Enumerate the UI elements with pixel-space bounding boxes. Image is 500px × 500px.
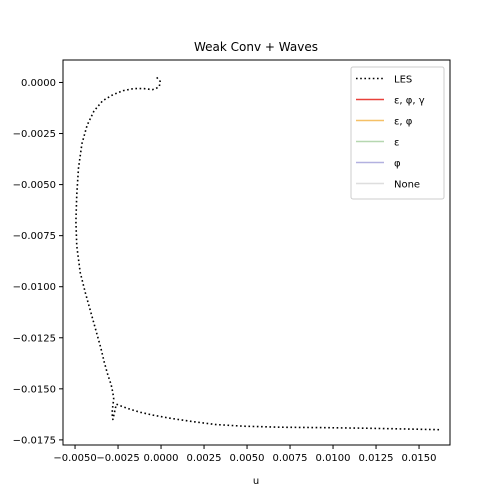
chart-title: Weak Conv + Waves bbox=[194, 40, 318, 54]
legend-entry: ε, φ bbox=[394, 117, 413, 128]
y-tick-label: −0.0075 bbox=[13, 231, 56, 242]
y-axis-ticks: 0.0000 −0.0025 −0.0050 −0.0075 −0.0100 −0.012… bbox=[13, 78, 63, 446]
x-tick-label: 0.0050 bbox=[230, 453, 265, 464]
legend-entry: ε, φ, γ bbox=[394, 96, 425, 107]
y-tick-label: −0.0125 bbox=[13, 333, 56, 344]
x-tick-label: 0.0150 bbox=[402, 453, 437, 464]
x-axis-label: u bbox=[253, 476, 259, 487]
legend-entry: ε bbox=[394, 138, 399, 149]
y-tick-label: −0.0100 bbox=[13, 282, 56, 293]
plot-area bbox=[62, 59, 451, 446]
y-tick-label: 0.0000 bbox=[21, 78, 56, 89]
legend-entry: None bbox=[394, 180, 420, 191]
x-tick-label: 0.0025 bbox=[187, 453, 222, 464]
y-tick-label: −0.0175 bbox=[13, 435, 56, 446]
legend: LES ε, φ, γ ε, φ εφ None bbox=[350, 66, 445, 200]
legend-entry: φ bbox=[394, 159, 401, 170]
y-tick-label: −0.0050 bbox=[13, 180, 56, 191]
x-tick-label: 0.0000 bbox=[144, 453, 179, 464]
x-tick-label: 0.0075 bbox=[273, 453, 308, 464]
x-tick-label: −0.0025 bbox=[96, 453, 139, 464]
axes-frame bbox=[62, 59, 451, 446]
x-tick-label: 0.0125 bbox=[359, 453, 394, 464]
x-tick-label: −0.0050 bbox=[53, 453, 96, 464]
y-tick-label: −0.0025 bbox=[13, 129, 56, 140]
x-tick-label: 0.0100 bbox=[316, 453, 351, 464]
y-tick-label: −0.0150 bbox=[13, 384, 56, 395]
legend-entry: LES bbox=[394, 75, 412, 86]
x-axis-ticks: −0.0050 −0.0025 0.0000 0.0025 0.0050 0.0075 0.… bbox=[53, 445, 437, 464]
